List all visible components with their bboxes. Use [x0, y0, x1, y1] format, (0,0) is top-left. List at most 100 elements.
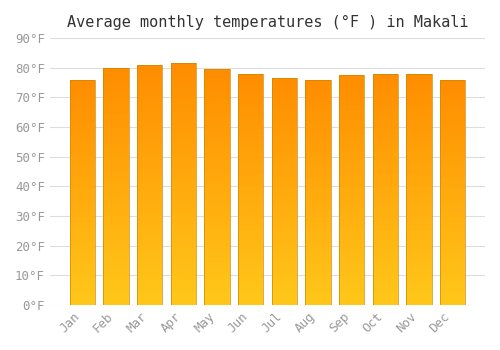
Bar: [272, 296, 297, 298]
Bar: [104, 251, 128, 253]
Bar: [70, 149, 95, 152]
Bar: [238, 264, 263, 266]
Bar: [238, 243, 263, 245]
Bar: [406, 102, 432, 104]
Bar: [204, 239, 230, 241]
Bar: [272, 85, 297, 87]
Bar: [306, 271, 330, 273]
Bar: [70, 122, 95, 125]
Bar: [306, 262, 330, 265]
Bar: [339, 291, 364, 294]
Bar: [238, 122, 263, 125]
Bar: [406, 192, 432, 194]
Bar: [306, 273, 330, 276]
Bar: [306, 143, 330, 145]
Bar: [104, 179, 128, 182]
Bar: [272, 246, 297, 248]
Bar: [440, 219, 465, 222]
Bar: [272, 262, 297, 264]
Bar: [137, 101, 162, 103]
Bar: [406, 282, 432, 284]
Bar: [440, 132, 465, 134]
Bar: [238, 217, 263, 219]
Bar: [406, 155, 432, 157]
Bar: [272, 228, 297, 230]
Bar: [339, 231, 364, 234]
Bar: [440, 181, 465, 183]
Bar: [70, 260, 95, 262]
Bar: [306, 100, 330, 102]
Bar: [137, 206, 162, 209]
Bar: [272, 278, 297, 280]
Bar: [70, 204, 95, 206]
Bar: [238, 236, 263, 238]
Bar: [306, 303, 330, 305]
Bar: [440, 174, 465, 176]
Bar: [104, 231, 128, 234]
Bar: [272, 251, 297, 253]
Bar: [306, 140, 330, 143]
Bar: [70, 296, 95, 298]
Bar: [272, 90, 297, 92]
Bar: [306, 161, 330, 163]
Bar: [104, 295, 128, 298]
Bar: [372, 116, 398, 118]
Bar: [238, 116, 263, 118]
Bar: [170, 266, 196, 269]
Bar: [272, 144, 297, 146]
Bar: [238, 157, 263, 159]
Bar: [306, 98, 330, 100]
Bar: [272, 257, 297, 260]
Bar: [339, 133, 364, 135]
Bar: [339, 280, 364, 282]
Bar: [372, 250, 398, 252]
Bar: [170, 261, 196, 264]
Bar: [372, 78, 398, 81]
Bar: [204, 95, 230, 98]
Bar: [238, 150, 263, 152]
Bar: [137, 281, 162, 284]
Bar: [339, 82, 364, 84]
Bar: [70, 210, 95, 213]
Bar: [104, 177, 128, 179]
Bar: [104, 165, 128, 167]
Bar: [406, 205, 432, 208]
Bar: [406, 264, 432, 266]
Bar: [440, 217, 465, 219]
Bar: [440, 183, 465, 186]
Bar: [440, 82, 465, 84]
Bar: [272, 121, 297, 124]
Bar: [137, 159, 162, 161]
Bar: [104, 139, 128, 141]
Bar: [204, 156, 230, 159]
Bar: [104, 136, 128, 139]
Bar: [272, 155, 297, 158]
Bar: [70, 237, 95, 240]
Bar: [170, 133, 196, 136]
Bar: [70, 104, 95, 107]
Bar: [339, 266, 364, 268]
Bar: [406, 215, 432, 217]
Bar: [70, 188, 95, 190]
Bar: [406, 250, 432, 252]
Bar: [406, 199, 432, 201]
Bar: [372, 94, 398, 97]
Bar: [272, 266, 297, 269]
Bar: [339, 105, 364, 107]
Bar: [406, 90, 432, 92]
Bar: [137, 247, 162, 250]
Bar: [372, 189, 398, 192]
Bar: [70, 118, 95, 120]
Bar: [306, 276, 330, 278]
Bar: [70, 111, 95, 113]
Bar: [406, 224, 432, 226]
Bar: [104, 151, 128, 153]
Bar: [306, 215, 330, 217]
Bar: [306, 298, 330, 301]
Bar: [440, 107, 465, 109]
Bar: [170, 189, 196, 191]
Bar: [170, 206, 196, 208]
Bar: [339, 225, 364, 227]
Bar: [372, 164, 398, 166]
Bar: [306, 240, 330, 242]
